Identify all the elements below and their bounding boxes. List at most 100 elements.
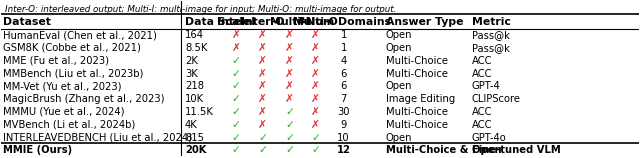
Text: GSM8K (Cobbe et al., 2021): GSM8K (Cobbe et al., 2021) [3,43,141,53]
Text: ✗: ✗ [258,69,267,79]
Text: ✗: ✗ [285,81,294,91]
Text: HumanEval (Chen et al., 2021): HumanEval (Chen et al., 2021) [3,30,157,40]
Text: ✓: ✓ [285,120,294,130]
Text: ✗: ✗ [285,43,294,53]
Text: Multi-Choice & Open: Multi-Choice & Open [386,146,501,155]
Text: MM-Vet (Yu et al., 2023): MM-Vet (Yu et al., 2023) [3,81,121,91]
Text: #Num Domains: #Num Domains [296,17,390,27]
Text: ✗: ✗ [311,69,320,79]
Text: ACC: ACC [472,56,492,66]
Text: ✗: ✗ [311,94,320,104]
Text: 1: 1 [340,43,347,53]
Text: ✗: ✗ [311,107,320,117]
Text: ✓: ✓ [258,146,267,155]
Text: ✗: ✗ [258,107,267,117]
Text: ✓: ✓ [232,81,241,91]
Text: GPT-4: GPT-4 [472,81,500,91]
Text: MMIE (Ours): MMIE (Ours) [3,146,72,155]
Text: 9: 9 [340,120,347,130]
Text: ✓: ✓ [232,69,241,79]
Text: ✗: ✗ [258,30,267,40]
Text: Image Editing: Image Editing [386,94,455,104]
Text: ACC: ACC [472,120,492,130]
Text: MMMU (Yue et al., 2024): MMMU (Yue et al., 2024) [3,107,124,117]
Text: ✓: ✓ [232,56,241,66]
Text: 11.5K: 11.5K [185,107,214,117]
Text: Pass@k: Pass@k [472,43,509,53]
Text: ✗: ✗ [311,30,320,40]
Text: Metric: Metric [472,17,511,27]
Text: 12: 12 [337,146,351,155]
Text: ✓: ✓ [285,133,294,143]
Text: Multi-O: Multi-O [293,17,338,27]
Text: Pass@k: Pass@k [472,30,509,40]
Text: Multi-Choice: Multi-Choice [386,69,447,79]
Text: MagicBrush (Zhang et al., 2023): MagicBrush (Zhang et al., 2023) [3,94,164,104]
Text: MVBench (Li et al., 2024b): MVBench (Li et al., 2024b) [3,120,135,130]
Text: Dataset: Dataset [3,17,51,27]
Text: 30: 30 [337,107,350,117]
Text: 164: 164 [185,30,204,40]
Text: 10: 10 [337,133,350,143]
Text: ✗: ✗ [258,81,267,91]
Text: 1: 1 [340,30,347,40]
Text: ✗: ✗ [232,30,241,40]
Text: Multi-Choice: Multi-Choice [386,56,447,66]
Text: Multi-Choice: Multi-Choice [386,107,447,117]
Text: ✓: ✓ [232,120,241,130]
Text: ✓: ✓ [285,107,294,117]
Text: MMBench (Liu et al., 2023b): MMBench (Liu et al., 2023b) [3,69,143,79]
Text: Multi-I: Multi-I [269,17,309,27]
Text: ACC: ACC [472,107,492,117]
Text: ✗: ✗ [258,56,267,66]
Text: Answer Type: Answer Type [386,17,463,27]
Text: Open: Open [386,43,412,53]
Text: Data Scale: Data Scale [185,17,250,27]
Text: Open: Open [386,133,412,143]
Text: Open: Open [386,81,412,91]
Text: ACC: ACC [472,69,492,79]
Text: ✗: ✗ [258,43,267,53]
Text: 4K: 4K [185,120,198,130]
Text: 8.5K: 8.5K [185,43,207,53]
Text: ✗: ✗ [258,94,267,104]
Text: Open: Open [386,30,412,40]
Text: ✓: ✓ [232,146,241,155]
Text: ✗: ✗ [285,69,294,79]
Text: ✓: ✓ [311,146,320,155]
Text: 10K: 10K [185,94,204,104]
Text: INTERLEAVEDBENCH (Liu et al., 2024): INTERLEAVEDBENCH (Liu et al., 2024) [3,133,191,143]
Text: ✓: ✓ [285,146,294,155]
Text: ✗: ✗ [232,43,241,53]
Text: ✓: ✓ [232,94,241,104]
Text: ✗: ✗ [285,94,294,104]
Text: Fine-tuned VLM: Fine-tuned VLM [472,146,561,155]
Text: Inter-I: Inter-I [217,17,255,27]
Text: Multi-Choice: Multi-Choice [386,120,447,130]
Text: Inter-O: interleaved output; Multi-I: multi-image for input; Multi-O: multi-imag: Inter-O: interleaved output; Multi-I: mu… [5,5,397,14]
Text: ✗: ✗ [311,43,320,53]
Text: MME (Fu et al., 2023): MME (Fu et al., 2023) [3,56,109,66]
Text: 6: 6 [340,69,347,79]
Text: GPT-4o: GPT-4o [472,133,506,143]
Text: ✗: ✗ [311,56,320,66]
Text: 4: 4 [340,56,347,66]
Text: ✗: ✗ [258,120,267,130]
Text: ✓: ✓ [232,107,241,117]
Text: CLIPScore: CLIPScore [472,94,521,104]
Text: 20K: 20K [185,146,206,155]
Text: 6: 6 [340,81,347,91]
Text: 2K: 2K [185,56,198,66]
Text: 3K: 3K [185,69,198,79]
Text: ✗: ✗ [311,120,320,130]
Text: ✓: ✓ [258,133,267,143]
Text: Inter-O: Inter-O [241,17,284,27]
Text: ✓: ✓ [232,133,241,143]
Text: ✓: ✓ [311,133,320,143]
Text: ✗: ✗ [285,30,294,40]
Text: ✗: ✗ [311,81,320,91]
Text: ✗: ✗ [285,56,294,66]
Text: 7: 7 [340,94,347,104]
Text: 815: 815 [185,133,204,143]
Text: 218: 218 [185,81,204,91]
